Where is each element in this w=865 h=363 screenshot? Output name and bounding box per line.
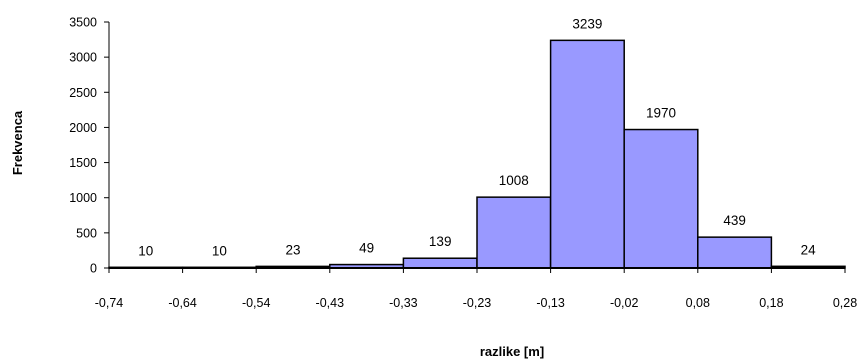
y-tick-label: 2500: [69, 86, 97, 100]
bar: [402, 257, 478, 269]
bar: [476, 196, 552, 269]
y-tick-label: 500: [76, 226, 97, 240]
y-tick-label: 2000: [69, 121, 97, 135]
x-tick-label: 0,08: [686, 296, 710, 310]
bar-value-label: 10: [138, 243, 153, 258]
x-tick-label: -0,64: [168, 296, 197, 310]
bar-value-label: 24: [801, 242, 817, 257]
bar-value-label: 439: [723, 213, 746, 228]
x-tick-label: 0,28: [833, 296, 857, 310]
bar-value-label: 10: [212, 243, 227, 258]
bar-value-label: 3239: [572, 16, 602, 31]
x-tick-label: 0,18: [759, 296, 783, 310]
y-tick-label: 3500: [69, 16, 97, 30]
x-tick-label: -0,74: [95, 296, 124, 310]
bar-value-label: 1008: [499, 173, 529, 188]
bar-value-label: 139: [429, 234, 452, 249]
x-tick-label: -0,54: [242, 296, 271, 310]
bar-value-label: 1970: [646, 106, 676, 121]
bar-value-label: 49: [359, 241, 374, 256]
x-tick-label: -0,23: [463, 296, 492, 310]
x-ticks-group: -0,74 -0,64 -0,54 -0,43 -0,33 -0,23 -0,13 -0,02…: [95, 268, 857, 310]
bars-group: [108, 39, 846, 269]
value-labels-group: 10 10 23 49 139 1008 3239 1970 439 24: [138, 16, 816, 258]
y-tick-label: 1500: [69, 156, 97, 170]
bar: [549, 39, 625, 269]
x-tick-label: -0,02: [610, 296, 639, 310]
y-axis-title: Frekvenca: [10, 110, 25, 175]
bar: [623, 128, 699, 269]
x-axis-title: razlike [m]: [480, 344, 544, 359]
bar: [697, 236, 773, 269]
y-tick-label: 0: [90, 262, 97, 276]
x-tick-label: -0,43: [316, 296, 345, 310]
y-tick-label: 1000: [69, 191, 97, 205]
x-tick-label: -0,33: [389, 296, 418, 310]
bar-value-label: 23: [285, 242, 300, 257]
y-tick-label: 3000: [69, 51, 97, 65]
x-tick-label: -0,13: [536, 296, 565, 310]
y-ticks-group: 0 500 1000 1500 2000 2500 3000 3500: [69, 16, 109, 276]
